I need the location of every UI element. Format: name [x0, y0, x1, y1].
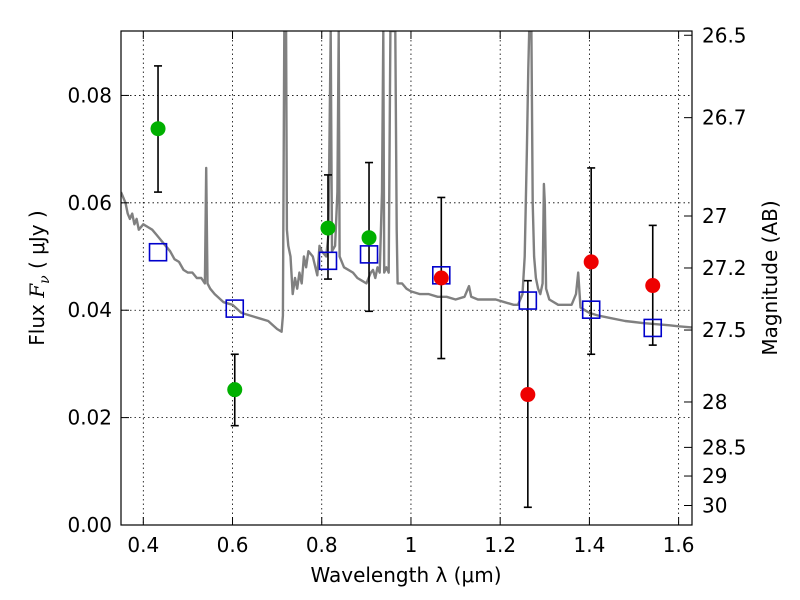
plot-frame	[120, 30, 693, 526]
x-tick-label: 0.8	[306, 533, 338, 557]
model-square-marker	[225, 299, 245, 318]
measurement-circle-marker	[583, 254, 599, 270]
measurement-circle-marker	[645, 278, 661, 294]
x-tick-label: 1	[405, 533, 418, 557]
measured-photometry-markers	[150, 121, 661, 403]
x-tick-label: 0.6	[217, 533, 249, 557]
x-tick-label: 0.4	[127, 533, 159, 557]
template-spectrum	[121, 31, 692, 333]
spectrum-line	[121, 31, 692, 333]
magnitude-axis-ticks: 26.5 26.7 27 27.2 27.5 28 28.5 29 30	[684, 23, 747, 518]
measurement-circle-marker	[433, 270, 449, 286]
y-tick-label: 0.06	[67, 191, 112, 215]
x-tick-label: 1.4	[573, 533, 605, 557]
model-square-marker	[148, 242, 168, 262]
model-square-marker	[643, 318, 663, 338]
magnitude-axis-title: Magnitude (AB)	[758, 200, 782, 355]
model-photometry-markers	[148, 242, 663, 338]
y-tick-label: 0.04	[67, 298, 112, 322]
magnitude-tick-label: 26.5	[702, 23, 747, 47]
y-axis-title-prefix: Flux	[25, 298, 49, 346]
magnitude-tick-label: 30	[702, 494, 727, 518]
y-axis-title-suffix: ( μJy )	[25, 210, 49, 275]
y-axis-title-subscript: ν	[37, 275, 53, 284]
measurement-circle-marker	[320, 220, 336, 236]
magnitude-tick-label: 28	[702, 390, 727, 414]
model-square-marker	[518, 291, 538, 310]
y-axis-ticks: 0.00 0.02 0.04 0.06 0.08	[67, 83, 129, 537]
magnitude-tick-label: 28.5	[702, 435, 747, 459]
x-axis-title: Wavelength λ (μm)	[310, 563, 501, 587]
model-square-marker	[581, 300, 601, 319]
magnitude-tick-label: 27.5	[702, 318, 747, 342]
magnitude-tick-label: 29	[702, 464, 727, 488]
model-square-marker	[359, 245, 379, 264]
y-axis-title-symbol: F	[25, 283, 49, 299]
x-tick-label: 1.6	[663, 533, 695, 557]
measurement-circle-marker	[150, 121, 166, 137]
measurement-circle-marker	[227, 382, 243, 398]
magnitude-tick-label: 27.2	[702, 256, 747, 280]
measurement-circle-marker	[361, 230, 377, 246]
y-tick-label: 0.02	[67, 406, 112, 430]
magnitude-tick-label: 26.7	[702, 106, 747, 130]
model-square-marker	[318, 251, 338, 271]
y-tick-label: 0.00	[67, 513, 112, 537]
x-tick-label: 1.2	[484, 533, 516, 557]
measurement-circle-marker	[520, 387, 536, 403]
x-axis-ticks: 0.4 0.6 0.8 1 1.2 1.4 1.6	[127, 31, 695, 557]
y-tick-label: 0.08	[67, 83, 112, 107]
y-axis-title: Flux Fν ( μJy )	[25, 210, 53, 345]
magnitude-tick-label: 27	[702, 204, 727, 228]
